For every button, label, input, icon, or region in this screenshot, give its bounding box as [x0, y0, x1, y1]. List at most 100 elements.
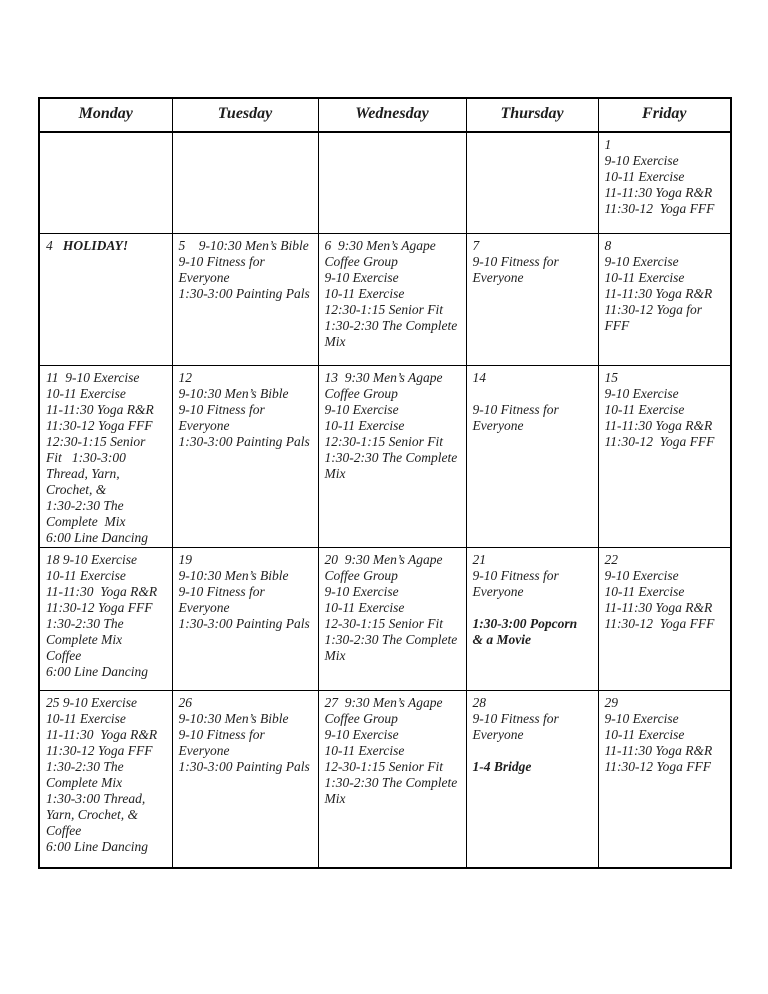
cell-line: 9-10 Fitness for — [472, 253, 559, 269]
cell-line: Coffee Group — [324, 567, 398, 583]
cell-line — [473, 743, 595, 759]
cell-line: 26 — [178, 694, 193, 710]
cell-line: Everyone — [178, 599, 230, 615]
cell-line: 13 9:30 Men’s Agape — [324, 369, 443, 385]
cell-line: 9-10 Fitness for — [472, 401, 559, 417]
cell-line: 1:30-3:00 Painting Pals — [178, 285, 310, 301]
cell-line: 11-11:30 Yoga R&R — [46, 401, 154, 417]
cell-line: 10-11 Exercise — [46, 385, 126, 401]
cell-line: Everyone — [472, 583, 524, 599]
activity-calendar-table: Monday Tuesday Wednesday Thursday Friday… — [38, 97, 732, 869]
cell-line: 10-11 Exercise — [324, 599, 405, 615]
cell-line: Coffee — [46, 822, 82, 838]
calendar-week-row: 18 9-10 Exercise 10-11 Exercise 11-11:30 Y… — [38, 546, 732, 691]
cell-line: 11:30-12 Yoga FFF — [46, 599, 153, 615]
calendar-week-row: 1 9-10 Exercise 10-11 Exercise 11-11:30 Yog… — [38, 131, 732, 234]
cell-line: 11-11:30 Yoga R&R — [604, 599, 713, 615]
day-header-thursday: Thursday — [465, 97, 599, 133]
cell-line: 12:30-1:15 Senior Fit — [324, 433, 443, 449]
cell-line: 6:00 Line Dancing — [46, 838, 148, 854]
day-header-monday: Monday — [38, 97, 173, 133]
cell-week5-wednesday: 27 9:30 Men’s Agape Coffee Group 9-10 Exer… — [317, 689, 467, 869]
cell-line: Coffee Group — [324, 253, 398, 269]
cell-line: 14 — [472, 369, 487, 385]
cell-line: 11:30-12 Yoga FFF — [604, 758, 712, 774]
cell-line: 7 — [472, 237, 480, 253]
weekday-header-row: Monday Tuesday Wednesday Thursday Friday — [38, 97, 732, 133]
calendar-week-row: 11 9-10 Exercise 10-11 Exercise 11-11:30 Y… — [38, 364, 732, 548]
cell-week3-friday: 15 9-10 Exercise 10-11 Exercise 11-11:30 Yo… — [597, 364, 732, 548]
cell-line: 10-11 Exercise — [46, 567, 126, 583]
cell-line: 9-10:30 Men’s Bible — [178, 710, 289, 726]
day-header-tuesday: Tuesday — [171, 97, 319, 133]
cell-line: 11:30-12 Yoga FFF — [46, 417, 153, 433]
cell-week2-monday: 4 HOLIDAY! — [38, 232, 173, 366]
cell-line: 12:30-1:15 Senior — [46, 433, 146, 449]
cell-line: 12-30-1:15 Senior Fit — [324, 615, 443, 631]
cell-line: Everyone — [178, 417, 230, 433]
cell-line: 10-11 Exercise — [324, 285, 405, 301]
cell-line: 11 9-10 Exercise — [46, 369, 140, 385]
cell-line: 1:30-2:30 The Complete — [324, 774, 458, 790]
cell-line: 11:30-12 Yoga FFF — [604, 615, 715, 631]
cell-line: Mix — [324, 647, 346, 663]
cell-line: 1:30-3:00 Thread, — [46, 790, 146, 806]
cell-line: 9-10 Exercise — [324, 401, 399, 417]
cell-line: 27 9:30 Men’s Agape — [324, 694, 443, 710]
cell-line: 9-10 Fitness for — [472, 710, 559, 726]
cell-line: 1:30-3:00 Painting Pals — [178, 433, 310, 449]
cell-week2-tuesday: 5 9-10:30 Men’s Bible 9-10 Fitness for Eve… — [171, 232, 319, 366]
cell-line: 5 9-10:30 Men’s Bible — [178, 237, 309, 253]
cell-line: 12 — [178, 369, 193, 385]
cell-line: 1:30-3:00 Painting Pals — [178, 758, 310, 774]
cell-line: 6:00 Line Dancing — [46, 529, 148, 545]
cell-week2-thursday: 7 9-10 Fitness for Everyone — [465, 232, 599, 366]
cell-line: 29 — [604, 694, 619, 710]
cell-line: 9-10:30 Men’s Bible — [178, 385, 289, 401]
cell-line: 10-11 Exercise — [604, 269, 685, 285]
cell-line: 1 — [604, 137, 612, 152]
cell-line: 22 — [604, 551, 619, 567]
cell-week4-wednesday: 20 9:30 Men’s Agape Coffee Group 9-10 Exer… — [317, 546, 467, 691]
cell-line: 1:30-2:30 The — [46, 615, 124, 631]
cell-week3-monday: 11 9-10 Exercise 10-11 Exercise 11-11:30 Y… — [38, 364, 173, 548]
cell-line: Crochet, & — [46, 481, 107, 497]
cell-line: 18 9-10 Exercise — [46, 551, 137, 567]
day-header-wednesday: Wednesday — [317, 97, 467, 133]
cell-line: 4 HOLIDAY! — [46, 237, 129, 253]
cell-line: 8 — [604, 237, 612, 253]
cell-line: 10-11 Exercise — [324, 742, 405, 758]
cell-line: Everyone — [178, 742, 230, 758]
cell-line: 9-10:30 Men’s Bible — [178, 567, 289, 583]
cell-line: 11:30-12 Yoga FFF — [604, 201, 715, 216]
cell-line: 1:30-2:30 The Complete — [324, 631, 458, 647]
cell-week1-monday — [38, 131, 173, 234]
cell-line: 28 — [472, 694, 487, 710]
cell-line: 9-10 Fitness for — [178, 583, 265, 599]
cell-line: Everyone — [472, 417, 524, 433]
cell-line: Coffee Group — [324, 710, 398, 726]
cell-week4-thursday: 21 9-10 Fitness for Everyone 1:30-3:00 Pop… — [465, 546, 599, 691]
cell-week5-thursday: 28 9-10 Fitness for Everyone 1-4 Bridge — [465, 689, 599, 869]
cell-line: Complete Mix — [46, 513, 126, 529]
cell-week5-friday: 29 9-10 Exercise 10-11 Exercise 11-11:30 Yo… — [597, 689, 732, 869]
cell-line: 11:30-12 Yoga FFF — [46, 742, 153, 758]
cell-line: Yarn, Crochet, & — [46, 806, 139, 822]
cell-line: 9-10 Exercise — [604, 253, 679, 269]
cell-line: 1:30-2:30 The — [46, 497, 124, 513]
cell-line: 12-30-1:15 Senior Fit — [324, 758, 443, 774]
cell-week1-friday: 1 9-10 Exercise 10-11 Exercise 11-11:30 Yog… — [597, 131, 732, 234]
cell-week2-friday: 8 9-10 Exercise 10-11 Exercise 11-11:30 Yog… — [597, 232, 732, 366]
cell-line: 10-11 Exercise — [604, 726, 685, 742]
cell-line: 9-10 Fitness for — [178, 253, 265, 269]
cell-line: Thread, Yarn, — [46, 465, 120, 481]
cell-line: 1:30-2:30 The Complete — [324, 317, 458, 333]
calendar-week-row: 25 9-10 Exercise 10-11 Exercise 11-11:30 Y… — [38, 689, 732, 869]
cell-line: 11-11:30 Yoga R&R — [604, 185, 713, 200]
cell-line: 1-4 Bridge — [472, 758, 532, 774]
cell-week4-tuesday: 19 9-10:30 Men’s Bible 9-10 Fitness for Eve… — [171, 546, 319, 691]
cell-line: & a Movie — [472, 631, 532, 647]
cell-line: 21 — [472, 551, 487, 567]
day-header-friday: Friday — [597, 97, 732, 133]
cell-line: 12:30-1:15 Senior Fit — [324, 301, 443, 317]
